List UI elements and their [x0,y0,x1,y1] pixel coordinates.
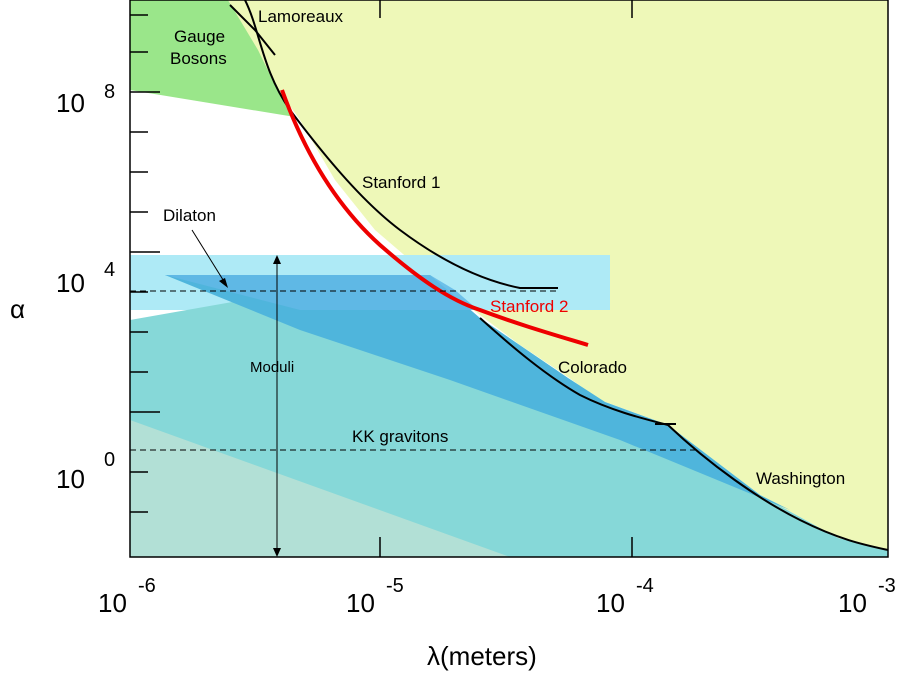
lamoreaux-curve [229,4,276,56]
dilaton-label: Dilaton [163,206,216,225]
y-tick-exp: 0 [104,449,115,471]
x-tick-label-m3: 10 -3 [838,575,896,618]
x-tick-base: 10 [98,588,127,618]
x-ticks [379,0,633,557]
x-tick-exp: -4 [636,575,654,597]
y-axis-label: α [10,294,25,324]
colorado-label: Colorado [558,358,627,377]
light-teal-region [130,420,510,557]
moduli-band-dark [165,275,478,310]
gauge-label: Gauge Bosons [170,27,230,68]
y-tick-base: 10 [56,88,85,118]
y-minor-ticks [130,14,160,513]
y-tick-exp: 8 [104,81,115,103]
x-tick-label-m4: 10 -4 [596,575,654,618]
x-tick-label-m5: 10 -5 [346,575,404,618]
kk-gravitons-label: KK gravitons [352,427,448,446]
y-tick-label-0: 10 0 [56,449,115,494]
lamoreaux-label: Lamoreaux [258,7,344,26]
stanford-2-label: Stanford 2 [490,297,568,316]
dilaton-arrow-line [191,229,226,284]
x-tick-exp: -5 [386,575,404,597]
stanford-1-label: Stanford 1 [362,173,440,192]
washington-label: Washington [756,469,845,488]
colorado-curve [479,317,669,426]
y-tick-label-8: 10 8 [56,81,115,118]
plot-frame [129,0,889,558]
x-tick-exp: -3 [878,575,896,597]
moduli-arrow-head-bottom [273,548,281,557]
x-tick-base: 10 [838,588,867,618]
stanford-2-curve [280,89,589,347]
x-axis-label: λ(meters) [427,641,537,671]
x-tick-exp: -6 [138,575,156,597]
y-tick-label-4: 10 4 [56,259,115,298]
gauge-label-line2: Bosons [170,49,227,68]
gauge-bosons-region [130,0,295,117]
plot-area [130,0,888,557]
x-tick-label-m6: 10 -6 [98,575,156,618]
moduli-arrow-head-top [273,255,281,264]
y-tick-exp: 4 [104,259,115,281]
y-tick-base: 10 [56,268,85,298]
washington-curve [667,424,888,551]
blue-wedge [165,275,790,510]
gauge-label-line1: Gauge [174,27,225,46]
dilaton-arrow-head [219,278,228,288]
x-tick-base: 10 [596,588,625,618]
x-tick-base: 10 [346,588,375,618]
stanford-1-curve [244,0,558,289]
y-tick-base: 10 [56,464,85,494]
moduli-label: Moduli [250,359,294,376]
